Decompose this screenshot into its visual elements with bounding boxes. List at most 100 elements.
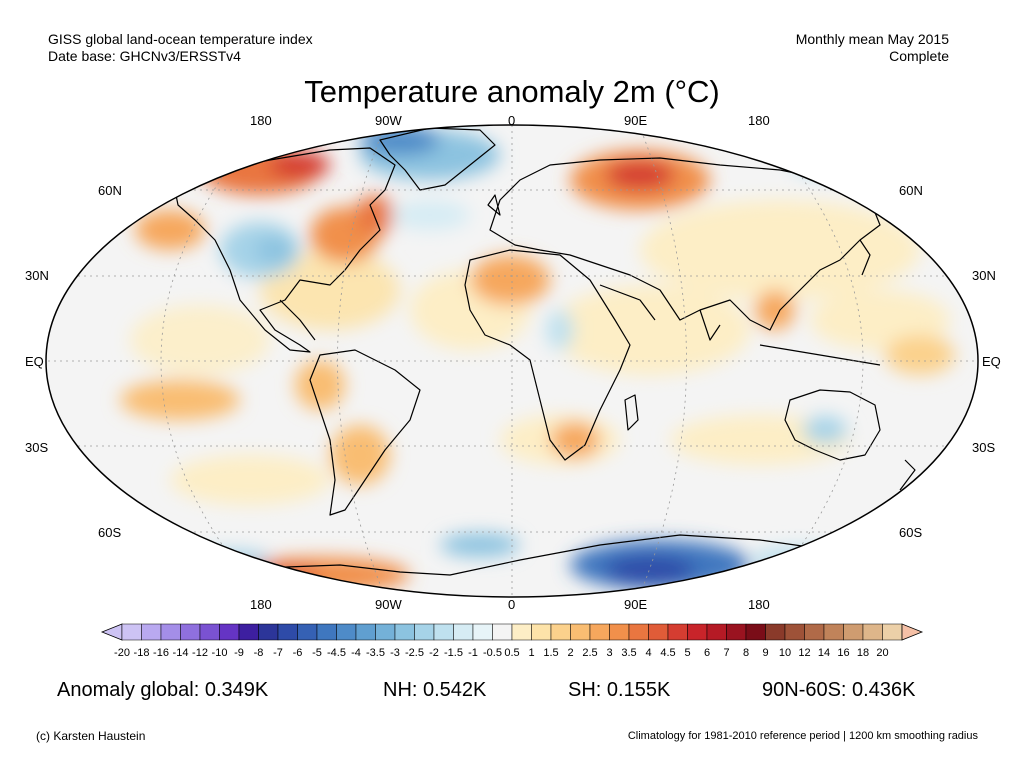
colorbar-swatch (550, 623, 571, 641)
colorbar-swatch (843, 623, 864, 641)
colorbar-tick-label: -9 (234, 647, 244, 659)
colorbar-tick-label: 8 (742, 647, 750, 659)
lat-label-left-30n: 30N (25, 268, 49, 283)
colorbar-tick-label: -2.5 (405, 647, 424, 659)
colorbar-tick-label: 14 (817, 647, 831, 659)
colorbar-tick-label: -0.5 (483, 647, 502, 659)
lon-label-bottom-0: 0 (508, 597, 516, 612)
lon-label-top-180w: 180 (250, 113, 272, 128)
colorbar-tick-label: 4.5 (660, 647, 676, 659)
colorbar (100, 623, 924, 641)
colorbar-swatch (472, 623, 493, 641)
colorbar-swatch (648, 623, 669, 641)
colorbar-tick-label: -5 (312, 647, 322, 659)
header-period: Monthly mean May 2015 (795, 31, 949, 47)
colorbar-tick-label: 2 (567, 647, 574, 659)
colorbar-swatch (180, 623, 201, 641)
lat-label-right-30s: 30S (972, 440, 996, 455)
footer-credit: (c) Karsten Haustein (36, 729, 146, 743)
colorbar-swatch (511, 623, 532, 641)
colorbar-swatch (589, 623, 610, 641)
colorbar-tick-label: -1.5 (444, 647, 463, 659)
colorbar-swatch (121, 623, 142, 641)
colorbar-tick-label: 1 (528, 647, 535, 659)
lon-label-top-180e: 180 (748, 113, 770, 128)
lat-label-left-30s: 30S (25, 440, 49, 455)
colorbar-swatch (706, 623, 727, 641)
colorbar-tick-label: -16 (153, 647, 169, 659)
lon-label-top-0: 0 (508, 113, 516, 128)
colorbar-swatch (570, 623, 591, 641)
colorbar-tick-label: 7 (723, 647, 730, 659)
colorbar-tick-label: -3.5 (366, 647, 385, 659)
stat-90n-60s-anomaly: 90N-60S: 0.436K (762, 679, 916, 701)
colorbar-tick-label: -14 (172, 647, 189, 659)
colorbar-tick-label: 3 (606, 647, 613, 659)
colorbar-swatch (433, 623, 454, 641)
colorbar-swatch (394, 623, 415, 641)
colorbar-swatch (258, 623, 279, 641)
colorbar-swatch (531, 623, 552, 641)
footer-climatology-note: Climatology for 1981-2010 reference peri… (627, 730, 978, 742)
colorbar-swatch (687, 623, 708, 641)
colorbar-swatch (765, 623, 786, 641)
colorbar-tick-label: 0.5 (504, 647, 520, 659)
lon-label-bottom-90e: 90E (624, 597, 648, 612)
header-status: Complete (889, 48, 949, 64)
stat-global-anomaly: Anomaly global: 0.349K (57, 679, 269, 701)
colorbar-tick-label: -8 (253, 647, 264, 659)
colorbar-tick-label: 16 (837, 647, 850, 659)
lat-label-right-60n: 60N (899, 183, 923, 198)
colorbar-swatch (492, 623, 513, 641)
colorbar-swatch (667, 623, 688, 641)
stat-nh-anomaly: NH: 0.542K (383, 679, 487, 701)
colorbar-tick-label: 3.5 (621, 647, 637, 659)
colorbar-min-arrow (100, 623, 123, 641)
colorbar-tick-label: -10 (211, 647, 228, 659)
lat-label-left-eq: EQ (25, 354, 44, 369)
colorbar-tick-label: 2.5 (582, 647, 598, 659)
colorbar-tick-label: -4.5 (327, 647, 346, 659)
colorbar-tick-label: -4 (351, 647, 361, 659)
colorbar-swatch (453, 623, 474, 641)
colorbar-tick-label: -18 (133, 647, 150, 659)
colorbar-swatch (628, 623, 649, 641)
lat-label-left-60n: 60N (98, 183, 122, 198)
lon-label-top-90w: 90W (375, 113, 402, 128)
colorbar-swatch (336, 623, 357, 641)
colorbar-swatch (823, 623, 844, 641)
colorbar-max-arrow (901, 623, 924, 641)
colorbar-swatch (745, 623, 766, 641)
lat-label-right-30n: 30N (972, 268, 996, 283)
header-source: GISS global land-ocean temperature index (48, 31, 313, 47)
colorbar-swatch (316, 623, 337, 641)
colorbar-swatch (219, 623, 240, 641)
colorbar-swatch (375, 623, 396, 641)
lon-label-bottom-180w: 180 (250, 597, 272, 612)
colorbar-swatch (297, 623, 318, 641)
colorbar-tick-label: -20 (114, 647, 130, 659)
coastlines (174, 127, 916, 576)
lon-label-top-90e: 90E (624, 113, 648, 128)
colorbar-swatch (609, 623, 630, 641)
colorbar-tick-label: 1.5 (543, 647, 559, 659)
colorbar-swatch (160, 623, 181, 641)
lat-label-left-60s: 60S (98, 525, 122, 540)
colorbar-swatch (355, 623, 376, 641)
colorbar-swatch (862, 623, 883, 641)
lat-label-right-eq: EQ (982, 354, 1001, 369)
colorbar-tick-label: -7 (273, 647, 283, 659)
colorbar-swatch (784, 623, 805, 641)
lon-label-bottom-90w: 90W (375, 597, 402, 612)
stat-sh-anomaly: SH: 0.155K (568, 679, 671, 701)
colorbar-tick-label: 6 (703, 647, 711, 659)
colorbar-swatch (414, 623, 435, 641)
colorbar-tick-label: 5 (684, 647, 691, 659)
colorbar-tick-label: -6 (292, 647, 303, 659)
colorbar-tick-label: 4 (645, 647, 652, 659)
header-database: Date base: GHCNv3/ERSSTv4 (48, 48, 241, 64)
colorbar-tick-label: 10 (778, 647, 792, 659)
globe-outline (45, 124, 979, 598)
colorbar-tick-label: 9 (762, 647, 769, 659)
